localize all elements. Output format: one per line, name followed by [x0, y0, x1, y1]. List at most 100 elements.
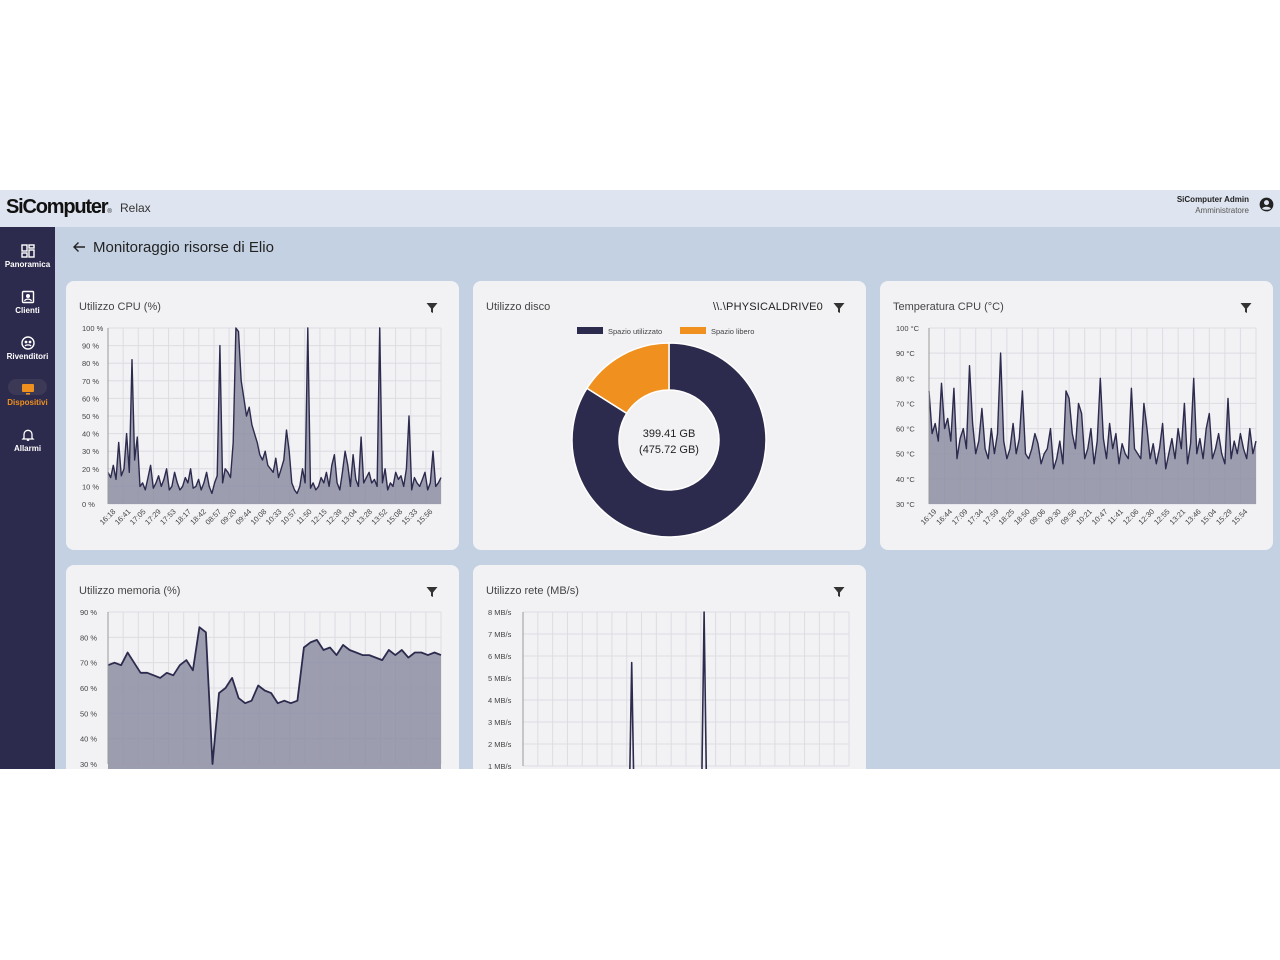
x-tick-label: 12:39 [324, 507, 344, 527]
sidebar-item-dispositivi[interactable]: Dispositivi [0, 377, 55, 417]
y-tick-label: 30 °C [896, 500, 915, 509]
x-tick-label: 12:30 [1136, 507, 1156, 527]
filter-icon[interactable] [1240, 302, 1252, 314]
x-tick-label: 10:33 [264, 507, 284, 527]
y-tick-label: 50 °C [896, 450, 915, 459]
y-tick-label: 40 % [80, 735, 97, 744]
y-tick-label: 80 % [80, 633, 97, 642]
network-usage-card: Utilizzo rete (MB/s) 1 MB/s 2 MB/s 3 MB/s 4… [473, 565, 866, 769]
x-tick-label: 13:52 [369, 507, 389, 527]
y-tick-label: 0 % [82, 500, 95, 509]
x-tick-label: 17:34 [965, 507, 985, 527]
x-tick-label: 16:41 [113, 507, 133, 527]
filter-icon[interactable] [833, 586, 845, 598]
x-tick-label: 18:42 [188, 507, 208, 527]
filter-icon[interactable] [426, 586, 438, 598]
account-icon[interactable] [1259, 197, 1274, 212]
legend-swatch [577, 327, 603, 334]
drive-selector[interactable]: \\.\PHYSICALDRIVE0 [713, 301, 823, 313]
x-tick-label: 11:50 [294, 507, 313, 526]
user-role: Amministratore [1195, 206, 1249, 215]
y-tick-label: 2 MB/s [488, 740, 512, 749]
x-tick-label: 15:29 [1214, 507, 1234, 527]
y-tick-label: 6 MB/s [488, 652, 512, 661]
back-arrow-icon[interactable] [72, 240, 86, 254]
monitor-icon [21, 384, 34, 395]
temp-chart: 30 °C 40 °C 50 °C 60 °C 70 °C 80 °C 90 °C 100 °… [896, 324, 1257, 527]
x-tick-label: 13:46 [1183, 507, 1203, 527]
y-tick-label: 60 % [80, 684, 97, 693]
x-tick-label: 13:21 [1168, 507, 1188, 527]
sidebar-item-clienti[interactable]: Clienti [0, 285, 55, 325]
sidebar-item-label: Dispositivi [7, 398, 48, 407]
sidebar-item-rivenditori[interactable]: Rivenditori [0, 331, 55, 371]
center-label: (475.72 GB) [639, 444, 699, 456]
y-tick-label: 90 °C [896, 349, 915, 358]
x-tick-label: 17:05 [128, 507, 148, 527]
sidebar-item-panoramica[interactable]: Panoramica [0, 239, 55, 279]
y-tick-label: 5 MB/s [488, 674, 512, 683]
user-name: SiComputer Admin [1176, 195, 1249, 204]
x-tick-label: 08:57 [203, 507, 223, 527]
x-tick-label: 13:28 [354, 507, 374, 527]
x-tick-label: 17:53 [158, 507, 178, 527]
temp-card-title: Temperatura CPU (°C) [893, 301, 1004, 313]
series-area [108, 627, 441, 769]
y-tick-label: 70 °C [896, 399, 915, 408]
x-tick-label: 17:29 [143, 507, 163, 527]
y-tick-label: 60 °C [896, 425, 915, 434]
y-tick-label: 80 °C [896, 374, 915, 383]
y-tick-label: 100 °C [896, 324, 920, 333]
sidebar-item-label: Allarmi [13, 444, 42, 453]
sidebar-item-label: Panoramica [4, 260, 51, 269]
x-tick-label: 09:20 [219, 507, 239, 527]
x-tick-label: 15:56 [415, 507, 435, 527]
brand-logo-text: SiComputer [6, 196, 109, 218]
brand-logo[interactable]: SiComputer® [6, 196, 112, 219]
disk-chart: Spazio utilizzato Spazio libero 399.41 GB (… [571, 327, 767, 538]
series-area [929, 353, 1256, 504]
legend-label: Spazio utilizzato [608, 327, 662, 336]
sidebar-item-label: Rivenditori [6, 352, 49, 361]
y-tick-label: 70 % [82, 377, 99, 386]
app-name: Relax [120, 201, 151, 215]
x-tick-label: 17:59 [981, 507, 1001, 527]
x-tick-label: 18:50 [1012, 507, 1032, 527]
user-info[interactable]: SiComputer Admin Amministratore [1177, 194, 1249, 216]
sidebar-item-allarmi[interactable]: Allarmi [0, 423, 55, 463]
pie-slice[interactable] [585, 342, 670, 415]
series-line [928, 352, 1257, 470]
y-tick-label: 60 % [82, 394, 99, 403]
y-tick-label: 40 °C [896, 475, 915, 484]
memory-chart: 30 % 40 % 50 % 60 % 70 % 80 % 90 % [80, 608, 442, 769]
y-tick-label: 20 % [82, 465, 99, 474]
legend-label: Spazio libero [711, 327, 754, 336]
x-tick-label: 13:04 [339, 507, 359, 527]
sidebar-item-label: Clienti [15, 306, 40, 315]
page-title: Monitoraggio risorse di Elio [93, 239, 274, 256]
filter-icon[interactable] [426, 302, 438, 314]
x-tick-label: 12:06 [1121, 507, 1141, 527]
pie-slice[interactable] [571, 342, 767, 538]
cpu-temperature-card: Temperatura CPU (°C) 30 °C 40 °C 50 °C 60 °… [880, 281, 1273, 550]
x-tick-label: 12:55 [1152, 507, 1172, 527]
reseller-icon [20, 336, 35, 350]
x-tick-label: 16:19 [919, 507, 939, 527]
series-line [107, 626, 442, 765]
y-tick-label: 30 % [82, 447, 99, 456]
y-tick-label: 1 MB/s [488, 762, 512, 769]
filter-icon[interactable] [833, 302, 845, 314]
y-tick-label: 8 MB/s [488, 608, 512, 617]
memory-card-title: Utilizzo memoria (%) [79, 585, 181, 597]
y-tick-label: 90 % [80, 608, 97, 617]
y-tick-label: 3 MB/s [488, 718, 512, 727]
dashboard-icon [20, 244, 35, 258]
legend-swatch [680, 327, 706, 334]
x-tick-label: 16:44 [934, 507, 954, 527]
memory-usage-card: Utilizzo memoria (%) 30 % 40 % 50 % 60 % 70 … [66, 565, 459, 769]
y-tick-label: 30 % [80, 760, 97, 769]
x-tick-label: 10:47 [1090, 507, 1110, 527]
x-tick-label: 18:25 [997, 507, 1017, 527]
top-bar: SiComputer® Relax SiComputer Admin Ammin… [0, 190, 1280, 227]
x-tick-label: 10:08 [249, 507, 269, 527]
